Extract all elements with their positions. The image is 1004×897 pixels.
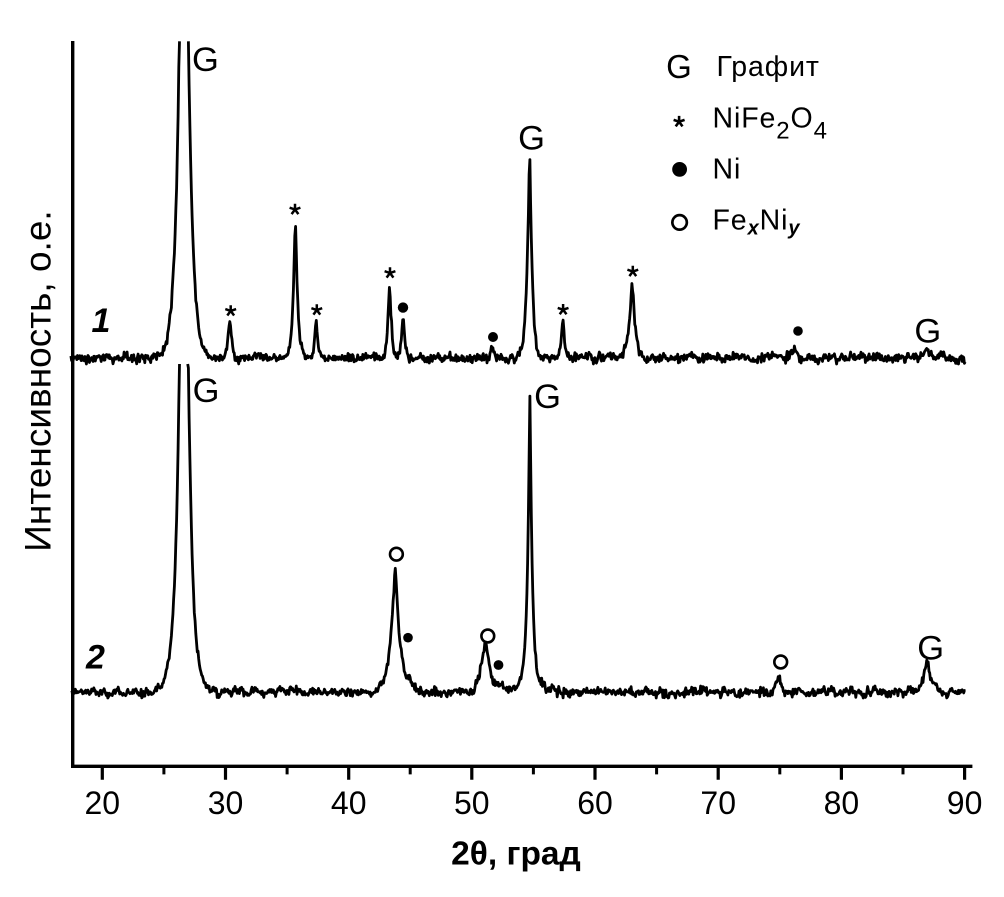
svg-text:G: G (192, 41, 219, 79)
svg-text:Графит: Графит (717, 51, 820, 83)
svg-text:40: 40 (331, 785, 367, 821)
svg-text:1: 1 (92, 302, 111, 340)
svg-text:Интенсивность, о.е.: Интенсивность, о.е. (18, 210, 59, 551)
svg-text:G: G (193, 372, 220, 410)
svg-text:FexNiy: FexNiy (713, 205, 801, 240)
svg-text:Ni: Ni (713, 153, 742, 185)
svg-text:G: G (666, 48, 692, 85)
svg-text:60: 60 (577, 785, 613, 821)
svg-text:80: 80 (824, 785, 860, 821)
svg-text:G: G (917, 630, 944, 668)
svg-text:G: G (518, 120, 545, 158)
svg-text:2: 2 (85, 639, 105, 677)
svg-text:2θ, град: 2θ, град (451, 836, 581, 873)
svg-text:70: 70 (700, 785, 736, 821)
svg-text:20: 20 (85, 785, 121, 821)
svg-text:G: G (914, 313, 941, 351)
svg-text:50: 50 (454, 785, 490, 821)
svg-text:G: G (534, 378, 561, 416)
svg-text:90: 90 (947, 785, 983, 821)
svg-text:30: 30 (208, 785, 244, 821)
